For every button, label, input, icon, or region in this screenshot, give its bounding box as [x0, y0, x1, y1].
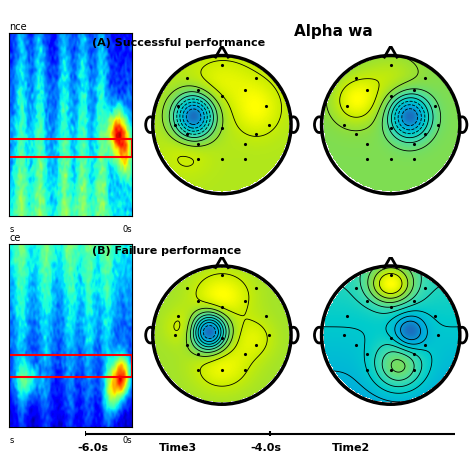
- Text: Time3: Time3: [159, 443, 197, 453]
- Text: (B) Failure performance: (B) Failure performance: [92, 246, 242, 256]
- Text: nce: nce: [9, 22, 27, 32]
- Text: s: s: [9, 226, 14, 235]
- Text: -4.0s: -4.0s: [250, 443, 281, 453]
- Text: 0s: 0s: [122, 226, 132, 235]
- Text: s: s: [9, 436, 14, 445]
- Text: -6.0s: -6.0s: [77, 443, 108, 453]
- Text: ce: ce: [9, 233, 21, 243]
- Text: 0s: 0s: [122, 436, 132, 445]
- Text: (A) Successful performance: (A) Successful performance: [92, 38, 265, 48]
- Text: Time2: Time2: [332, 443, 370, 453]
- Text: Alpha wa: Alpha wa: [294, 24, 373, 39]
